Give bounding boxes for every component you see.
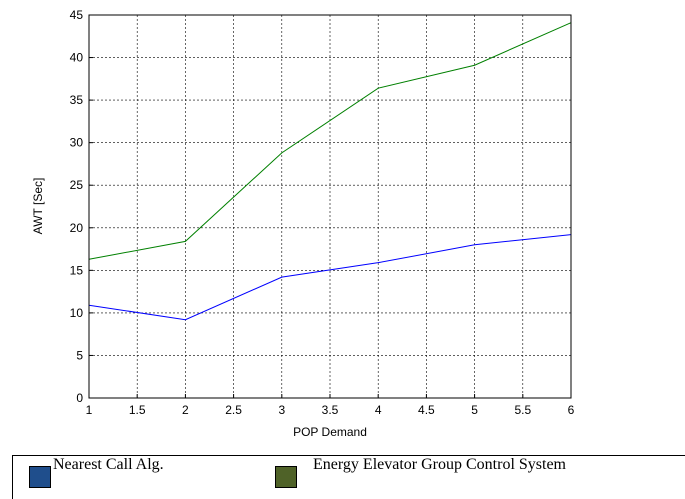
grid-lines [88, 14, 572, 399]
y-tick-label: 0 [76, 391, 83, 405]
y-axis-title: AWT [Sec] [31, 178, 45, 235]
x-tick-label: 5.5 [514, 403, 531, 417]
x-tick-label: 4.5 [418, 403, 435, 417]
x-tick-labels: 1 1.5 2 2.5 3 3.5 4 4.5 5 5.5 6 [86, 403, 575, 417]
legend-label-energy-elevator: Energy Elevator Group Control System [313, 456, 566, 473]
plot-frame [88, 14, 572, 399]
y-tick-labels: 0 5 10 15 20 25 30 35 40 45 [70, 8, 84, 405]
y-tick-label: 15 [70, 263, 84, 277]
x-tick-label: 2 [182, 403, 189, 417]
y-tick-label: 30 [70, 136, 84, 150]
y-tick-label: 35 [70, 93, 84, 107]
series-lines [88, 22, 572, 321]
y-tick-label: 45 [70, 8, 84, 22]
x-tick-label: 3 [278, 403, 285, 417]
line-chart: 1 1.5 2 2.5 3 3.5 4 4.5 5 5.5 6 0 5 10 15 20 25 30 35 40 45… [31, 8, 575, 439]
y-tick-label: 20 [70, 221, 84, 235]
legend-label-nearest-call: Nearest Call Alg. [53, 456, 164, 473]
series-line-0 [88, 234, 572, 321]
legend-swatch-energy-elevator [275, 466, 297, 488]
legend: Nearest Call Alg. Energy Elevator Group … [12, 455, 685, 499]
x-tick-label: 5 [471, 403, 478, 417]
x-tick-label: 3.5 [322, 403, 339, 417]
x-axis-title: POP Demand [293, 425, 367, 439]
x-tick-label: 1 [86, 403, 93, 417]
legend-swatch-nearest-call [29, 466, 51, 488]
x-tick-label: 1.5 [129, 403, 146, 417]
y-tick-label: 10 [70, 306, 84, 320]
x-tick-label: 4 [375, 403, 382, 417]
x-tick-label: 2.5 [225, 403, 242, 417]
y-tick-label: 5 [76, 348, 83, 362]
y-tick-label: 40 [70, 51, 84, 65]
series-line-1 [88, 22, 572, 260]
x-tick-label: 6 [568, 403, 575, 417]
y-tick-label: 25 [70, 178, 84, 192]
